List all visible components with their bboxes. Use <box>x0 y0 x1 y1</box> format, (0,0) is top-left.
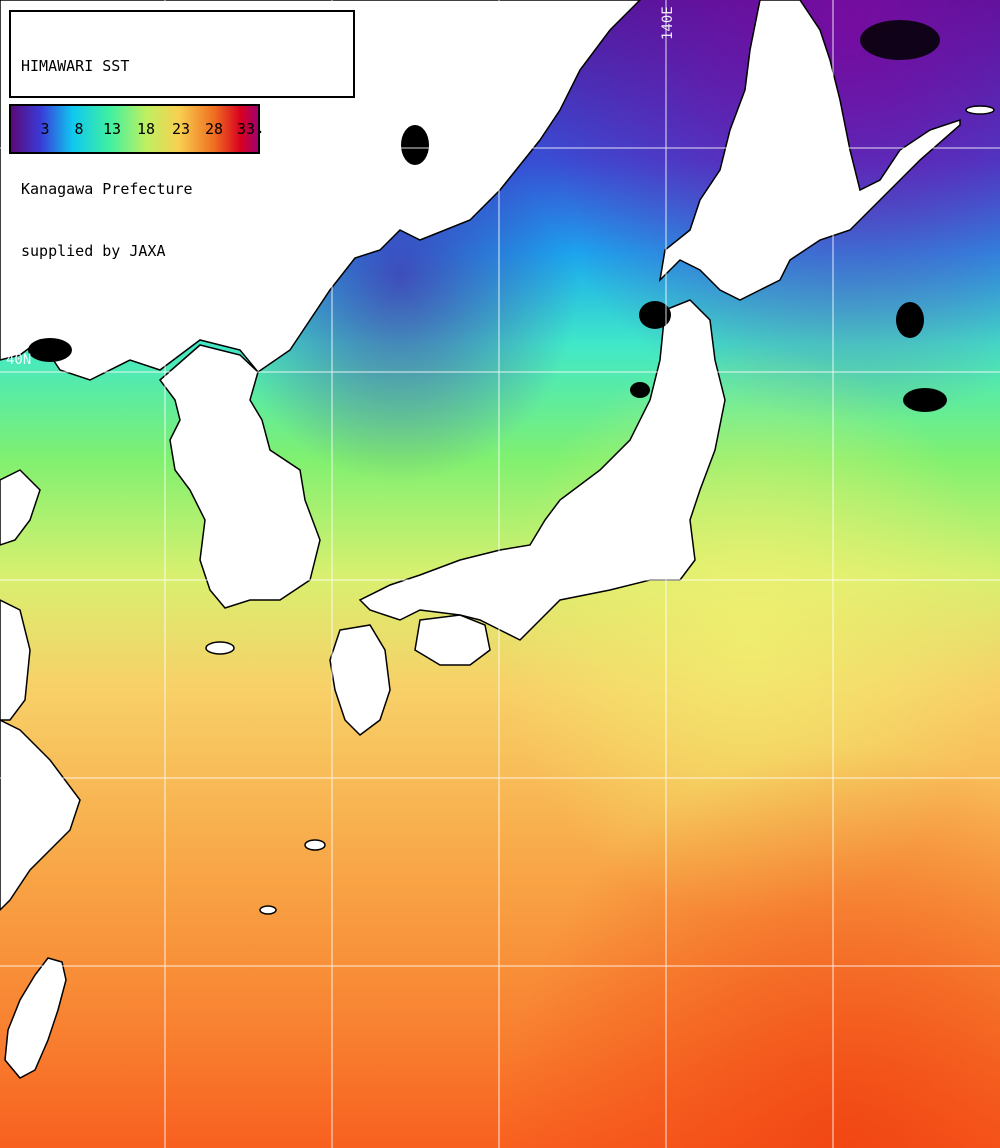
no-data-patches <box>28 20 947 412</box>
temperature-legend: 3 8 13 18 23 28 33 <box>9 104 260 154</box>
latitude-label: 40N <box>6 352 32 368</box>
legend-tick: 13 <box>102 120 122 138</box>
land-china-coast <box>0 719 81 912</box>
land-island-ryukyu-2 <box>259 905 277 915</box>
info-title: HIMAWARI SST <box>21 57 130 75</box>
land-korea <box>158 344 321 609</box>
land-sakhalin <box>658 0 961 301</box>
legend-tick: 18 <box>136 120 156 138</box>
legend-tick: 28 <box>204 120 224 138</box>
legend-colorbar <box>11 106 258 152</box>
land-china <box>0 469 41 546</box>
land-honshu <box>358 299 726 641</box>
land-shikoku <box>414 614 491 666</box>
info-region: Kanagawa Prefecture <box>21 180 193 198</box>
longitude-label-text: 140E <box>660 6 676 40</box>
longitude-label: 140E <box>660 2 682 48</box>
legend-tick: 33 <box>236 120 256 138</box>
legend-tick: 8 <box>74 120 84 138</box>
land-china-south <box>0 599 31 721</box>
info-source: supplied by JAXA <box>21 241 166 260</box>
legend-ticks: 3 8 13 18 23 28 33 <box>11 106 258 152</box>
map-info-box: HIMAWARI SST ~2025/12/18(UTC) Week Comp.… <box>9 10 355 260</box>
legend-tick: 3 <box>40 120 50 138</box>
land-taiwan <box>4 957 67 1079</box>
land-island-ryukyu-1 <box>304 839 326 851</box>
land-jeju <box>205 641 235 655</box>
legend-tick: 23 <box>171 120 191 138</box>
land-island-kuril <box>965 105 995 115</box>
